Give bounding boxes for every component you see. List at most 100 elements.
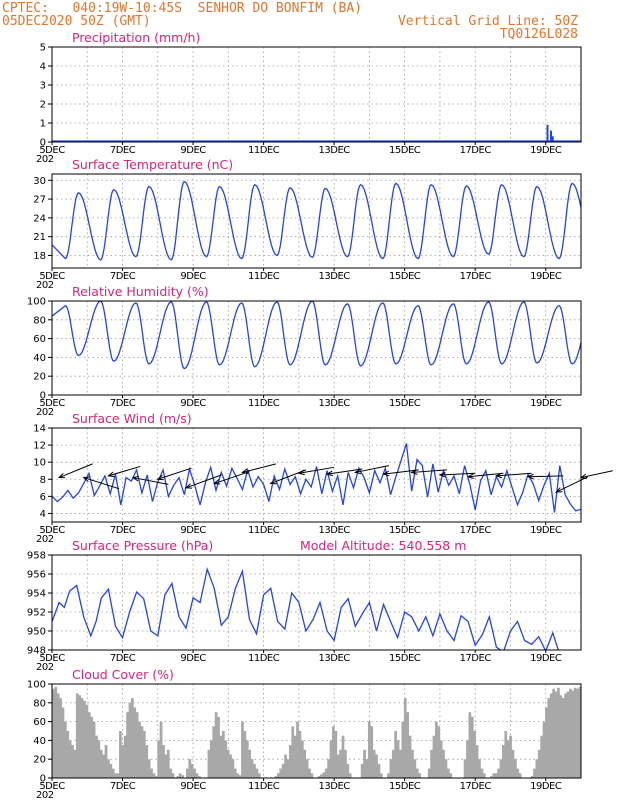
series-line [52, 566, 559, 650]
x-tick-label: 19DEC [530, 653, 562, 664]
cloud-bar [90, 716, 94, 778]
cloud-bar [75, 693, 79, 778]
wind-arrow-head [382, 470, 390, 477]
x-tick-label: 7DEC [110, 145, 136, 156]
cloud-bar [446, 768, 450, 778]
cloud-bar [171, 773, 175, 778]
cloud-bar [135, 712, 139, 778]
cloud-bar [449, 773, 453, 778]
model-code: TQ0126L028 [500, 27, 578, 42]
y-tick-label: 954 [27, 589, 46, 600]
wind-arrow-shaft [108, 465, 141, 477]
cloud-bar [303, 749, 307, 778]
y-tick-label: 4 [40, 509, 46, 520]
cloud-bar [513, 759, 517, 778]
wind-arrow-shaft [242, 463, 277, 473]
cloud-bar [518, 773, 522, 778]
cloud-bar [116, 773, 120, 778]
cloud-bar [233, 768, 237, 778]
y-tick-label: 40 [33, 736, 46, 747]
cloud-bar [133, 707, 137, 778]
cloud-bar [85, 704, 89, 778]
cloud-bar [186, 768, 189, 778]
vertical-grid-note: Vertical Grid Line: 50Z [398, 14, 578, 29]
cloud-bar [432, 735, 436, 778]
cloud-bar [188, 759, 192, 778]
x-tick-label: 11DEC [248, 781, 280, 792]
cloud-bar [509, 735, 512, 778]
cloud-bar [255, 768, 259, 778]
wind-arrow-shaft [58, 463, 93, 479]
cloud-bar [298, 731, 302, 778]
x-tick-label: 9DEC [180, 271, 206, 282]
y-tick-label: 100 [27, 680, 46, 691]
y-tick-label: 20 [33, 755, 46, 766]
cloud-bar [114, 773, 117, 778]
cloud-bar [198, 776, 201, 778]
cloud-bar [413, 759, 417, 778]
cloud-bar [159, 721, 163, 778]
cloud-bar [219, 735, 223, 778]
plot-frame [51, 554, 582, 651]
cloud-bar [427, 768, 431, 778]
cloud-bar [176, 776, 180, 778]
cloud-bar [162, 745, 165, 778]
cloud-bar [56, 693, 60, 778]
y-tick-label: 24 [33, 213, 46, 224]
cloud-bar [552, 688, 556, 778]
cloud-bar [126, 712, 129, 778]
x-tick-label: 13DEC [319, 653, 351, 664]
y-tick-label: 27 [33, 195, 46, 206]
panel-2: 18 21 24 27 30 5DEC 7DEC 9DEC 11DEC 13DEC 15DEC 17D… [33, 157, 582, 291]
cloud-bar [73, 749, 77, 778]
cloud-bar [573, 687, 577, 778]
cloud-bar [284, 754, 287, 778]
cloud-bar [147, 759, 151, 778]
cloud-bar [408, 735, 412, 778]
plot-frame [51, 173, 582, 269]
x-tick-label: 9DEC [180, 398, 206, 409]
cloud-bar [367, 721, 371, 778]
cloud-bar [372, 749, 376, 778]
wind-arrow-shaft [411, 469, 448, 473]
cloud-bar [291, 726, 295, 778]
cloud-bar [83, 700, 86, 778]
cloud-bar [293, 735, 297, 778]
cloud-bar [411, 749, 414, 778]
wind-arrow-shaft [327, 468, 363, 475]
cloud-bar [547, 698, 551, 778]
cloud-bar [241, 721, 244, 778]
cloud-bar [229, 754, 232, 778]
cloud-bar [396, 740, 400, 778]
cloud-bar [554, 691, 558, 778]
cloud-bar [403, 698, 407, 778]
cloud-bar [52, 688, 55, 778]
cloud-bar [571, 690, 575, 778]
cloud-bar [248, 749, 252, 778]
cloud-bar [138, 721, 141, 778]
cloud-bar [561, 698, 565, 778]
x-tick-label: 17DEC [460, 653, 492, 664]
y-tick-label: 4 [40, 62, 46, 73]
year-label: 202 [36, 790, 54, 800]
x-tick-label: 15DEC [389, 271, 421, 282]
cloud-bar [415, 768, 419, 778]
cloud-bar [288, 745, 292, 778]
year-label: 202 [36, 534, 54, 545]
cloud-bar [78, 695, 82, 778]
x-tick-label: 19DEC [530, 525, 562, 536]
cloud-bar [566, 691, 570, 778]
cloud-bar [439, 740, 443, 778]
cloud-bar [389, 759, 393, 778]
wind-arrow-shaft [580, 470, 613, 479]
y-tick-label: 0 [40, 138, 46, 149]
x-tick-label: 11DEC [248, 145, 280, 156]
cloud-bar [164, 754, 168, 778]
cloud-bar [375, 754, 378, 778]
cloud-bar [123, 735, 127, 778]
cloud-bar [111, 768, 115, 778]
year-label: 202 [36, 154, 54, 165]
x-tick-label: 11DEC [248, 653, 280, 664]
x-tick-label: 7DEC [110, 525, 136, 536]
x-tick-label: 13DEC [319, 781, 351, 792]
